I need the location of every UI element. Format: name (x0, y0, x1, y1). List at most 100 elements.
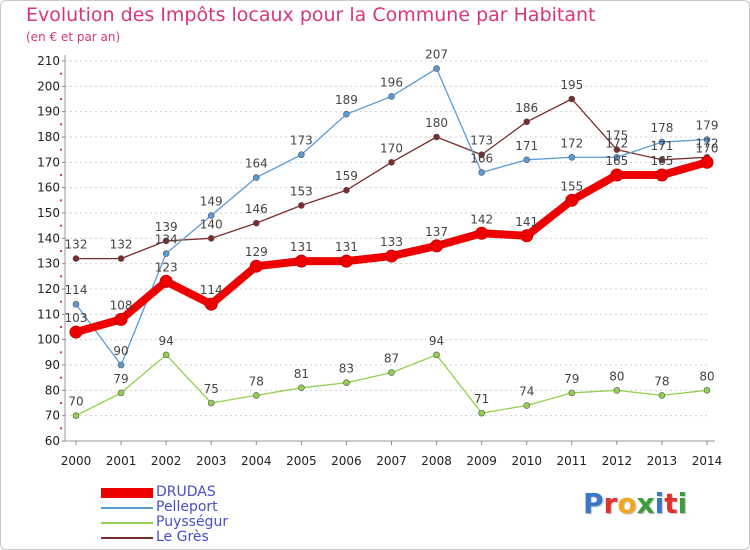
series-lines (69, 65, 714, 419)
x-tick-label: 2009 (466, 454, 497, 468)
data-point (207, 212, 215, 219)
y-tick-label: 180 (37, 130, 60, 144)
data-label: 142 (470, 212, 493, 226)
data-label: 87 (384, 352, 399, 366)
data-label: 90 (113, 344, 128, 358)
data-label: 149 (200, 195, 223, 209)
data-point (433, 133, 440, 141)
data-label: 74 (519, 385, 534, 399)
data-point (523, 118, 531, 126)
data-label: 129 (245, 245, 268, 259)
data-label: 83 (339, 362, 354, 376)
data-label: 114 (200, 283, 223, 297)
legend-swatch (101, 506, 153, 509)
y-tick-label: 110 (37, 307, 60, 321)
data-point (159, 274, 173, 288)
data-point (72, 255, 80, 262)
data-label: 180 (425, 116, 448, 130)
data-point (568, 153, 576, 161)
data-point (298, 202, 305, 209)
data-point (703, 387, 711, 394)
y-tick-label: 210 (37, 54, 60, 68)
y-tick-label: 200 (37, 79, 60, 93)
data-point (613, 146, 621, 153)
x-tick-label: 2001 (106, 454, 137, 468)
y-tick-label: 130 (37, 257, 60, 271)
y-minor-mark (60, 199, 62, 202)
chart-title: Evolution des Impôts locaux pour la Comm… (26, 4, 596, 26)
data-label: 172 (605, 136, 628, 150)
data-label: 114 (65, 283, 88, 297)
y-minor-mark (60, 174, 62, 176)
data-point (294, 254, 308, 268)
data-point (207, 235, 215, 242)
data-label: 71 (474, 392, 489, 406)
legend-label: Pelleport (156, 499, 218, 515)
data-label: 103 (65, 311, 88, 325)
y-tick-label: 90 (45, 358, 60, 372)
x-tick-label: 2004 (241, 454, 272, 468)
y-tick-label: 100 (37, 333, 60, 347)
y-minor-mark (60, 72, 62, 75)
x-tick-label: 2008 (421, 454, 452, 468)
data-label: 75 (204, 382, 219, 396)
y-minor-mark (60, 224, 62, 227)
data-label: 166 (470, 151, 493, 165)
y-minor-mark (60, 427, 62, 430)
data-label: 170 (696, 141, 719, 155)
y-tick-label: 160 (37, 181, 60, 195)
data-label: 189 (335, 93, 358, 107)
data-label: 159 (335, 169, 358, 183)
x-tick-labels: 2000 2001 2002 2003 2004 2005 2006 2007 2008 2009… (61, 454, 723, 468)
x-tick-label: 2011 (557, 454, 588, 468)
data-point (114, 312, 128, 326)
data-point (430, 239, 444, 253)
data-label: 207 (425, 48, 448, 62)
y-minor-mark (60, 275, 62, 278)
data-label: 132 (65, 238, 88, 252)
data-point (523, 402, 531, 409)
data-label: 94 (429, 334, 444, 348)
data-label: 165 (650, 154, 673, 168)
axes (60, 55, 715, 445)
data-label: 139 (155, 220, 178, 234)
data-label: 94 (159, 334, 174, 348)
data-label: 123 (155, 260, 178, 274)
data-label: 141 (515, 215, 538, 229)
data-label: 80 (699, 369, 714, 383)
data-point (298, 384, 305, 392)
data-label: 172 (560, 136, 583, 150)
data-label: 164 (245, 157, 268, 171)
y-minor-mark (60, 376, 62, 379)
data-point (252, 219, 260, 227)
data-point (72, 300, 80, 308)
data-label: 140 (200, 217, 223, 231)
y-tick-label: 70 (45, 409, 60, 423)
y-minor-mark (60, 98, 62, 100)
data-point (162, 237, 170, 245)
data-label: 79 (564, 372, 579, 386)
data-label: 78 (654, 374, 669, 388)
data-point (343, 110, 350, 118)
data-label: 172 (696, 136, 719, 150)
y-tick-label: 170 (37, 155, 60, 169)
data-point (565, 193, 579, 207)
data-label: 137 (425, 225, 448, 239)
data-point (433, 65, 440, 72)
data-point (298, 151, 305, 159)
data-point (72, 412, 80, 419)
data-point (700, 155, 714, 169)
data-point (475, 226, 489, 240)
legend-label: DRUDAS (156, 484, 216, 500)
y-tick-label: 190 (37, 105, 60, 119)
x-tick-label: 2003 (196, 454, 227, 468)
chart-subtitle: (en € et par an) (26, 30, 121, 44)
data-point (520, 229, 534, 243)
data-point (162, 250, 170, 257)
data-point (478, 151, 485, 159)
data-point (433, 351, 440, 359)
x-tick-label: 2005 (286, 454, 317, 468)
data-label: 131 (335, 240, 358, 254)
data-point (613, 153, 621, 161)
